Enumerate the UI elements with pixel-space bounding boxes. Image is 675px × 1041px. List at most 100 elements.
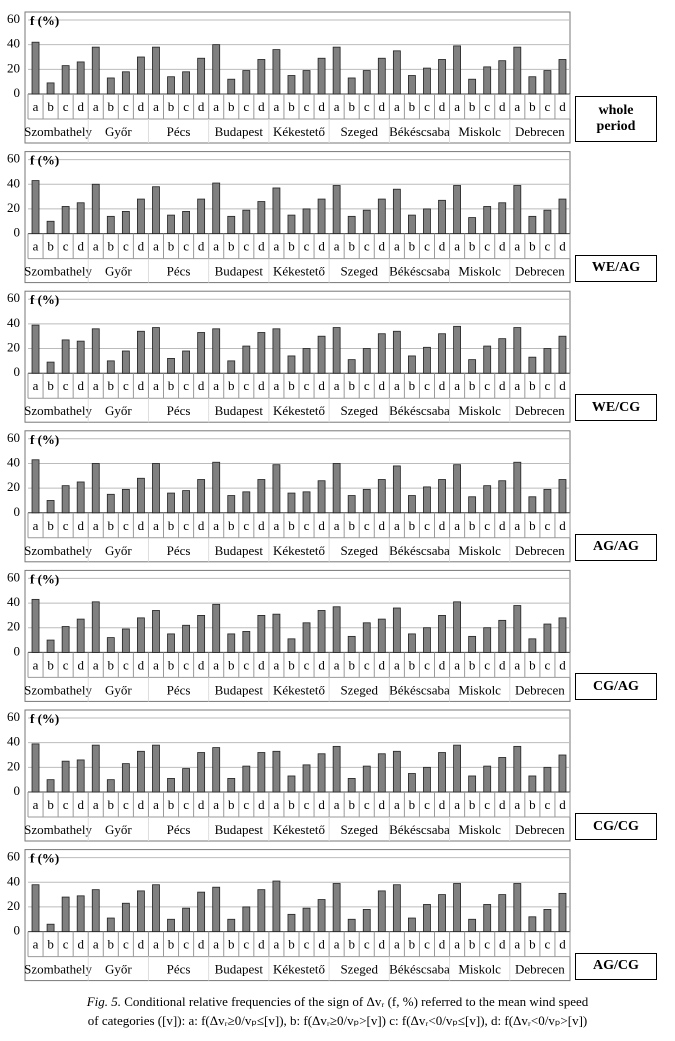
x-tick-label: b — [469, 518, 476, 533]
caption-line: of categories ([v]): a: f(Δvᵣ≥0/vₚ≤[v]),… — [87, 1013, 588, 1028]
x-tick-label: c — [304, 937, 310, 952]
y-tick-label: 0 — [14, 225, 21, 240]
x-tick-label: a — [334, 937, 340, 952]
group-label: Győr — [105, 264, 132, 279]
group-label: Debrecen — [515, 264, 565, 279]
x-tick-label: c — [304, 797, 310, 812]
x-tick-label: b — [168, 239, 175, 254]
bar — [76, 61, 85, 95]
x-tick-label: b — [47, 518, 54, 533]
x-tick-label: c — [484, 657, 490, 672]
x-tick-label: d — [318, 378, 325, 393]
x-tick-label: d — [77, 937, 84, 952]
bar — [392, 188, 401, 234]
bar — [257, 479, 266, 514]
x-tick-label: a — [514, 518, 520, 533]
x-tick-label: a — [33, 657, 39, 672]
panel-frame — [24, 849, 571, 982]
panel-frame — [24, 290, 571, 423]
x-tick-label: b — [228, 797, 235, 812]
bar — [423, 766, 431, 793]
bar — [242, 209, 251, 235]
group-label: Pécs — [167, 264, 191, 279]
x-tick-label: c — [183, 99, 189, 114]
x-tick-label: c — [545, 518, 551, 533]
bar — [182, 907, 190, 933]
bar — [362, 348, 371, 374]
x-tick-label: d — [138, 239, 145, 254]
x-tick-label: d — [379, 797, 386, 812]
group-label: Győr — [105, 403, 132, 418]
group-label: Miskolc — [458, 403, 501, 418]
bar — [167, 76, 175, 95]
bar — [347, 778, 356, 793]
x-tick-label: a — [93, 657, 99, 672]
group-label: Pécs — [167, 543, 191, 558]
bar — [513, 605, 522, 653]
x-tick-label: b — [469, 239, 476, 254]
bar — [106, 360, 115, 374]
bar — [543, 209, 552, 235]
bar — [46, 923, 55, 933]
bar — [197, 891, 206, 933]
bar — [423, 67, 431, 95]
bar — [392, 330, 401, 374]
x-tick-label: c — [424, 99, 430, 114]
group-label: Kékestető — [273, 962, 325, 977]
x-tick-label: d — [499, 657, 506, 672]
bar — [197, 479, 206, 514]
x-tick-label: d — [559, 657, 566, 672]
x-tick-label: a — [334, 239, 340, 254]
group-label: Győr — [105, 682, 132, 697]
x-tick-label: c — [243, 378, 249, 393]
x-tick-label: b — [348, 937, 355, 952]
group-label: Budapest — [215, 822, 264, 837]
x-tick-label: d — [318, 657, 325, 672]
bar — [257, 889, 266, 933]
x-tick-label: d — [499, 797, 506, 812]
y-tick-label: 20 — [7, 200, 20, 215]
x-tick-label: c — [123, 378, 129, 393]
x-tick-label: d — [138, 657, 145, 672]
x-tick-label: a — [93, 518, 99, 533]
panel-frame — [24, 11, 571, 144]
x-tick-label: a — [454, 518, 460, 533]
bar — [408, 773, 416, 793]
bar — [272, 750, 281, 793]
bar — [408, 214, 416, 235]
x-tick-label: c — [183, 937, 189, 952]
bar — [347, 77, 356, 95]
x-tick-label: d — [499, 518, 506, 533]
x-tick-label: d — [439, 378, 446, 393]
bar — [121, 902, 130, 933]
bar — [76, 340, 85, 374]
bar — [438, 615, 446, 653]
bar — [483, 206, 492, 234]
x-tick-label: a — [33, 378, 39, 393]
group-label: Debrecen — [515, 124, 565, 139]
bar — [227, 215, 236, 234]
x-tick-label: a — [274, 657, 280, 672]
bar — [212, 603, 221, 653]
x-tick-label: a — [274, 99, 280, 114]
x-tick-label: c — [243, 657, 249, 672]
bar — [332, 745, 341, 793]
y-tick-label: 60 — [7, 849, 20, 864]
x-tick-label: b — [348, 378, 355, 393]
x-tick-label: c — [243, 518, 249, 533]
y-axis-label: f (%) — [30, 851, 59, 866]
group-label: Miskolc — [458, 682, 501, 697]
bar — [392, 465, 401, 514]
bar — [362, 209, 371, 235]
bar — [558, 892, 567, 932]
x-tick-label: b — [168, 518, 175, 533]
y-axis-label: f (%) — [30, 292, 59, 307]
bar — [408, 355, 416, 374]
x-tick-label: d — [379, 657, 386, 672]
bar — [137, 890, 145, 933]
x-tick-label: b — [47, 657, 54, 672]
x-tick-label: c — [424, 657, 430, 672]
bar — [91, 744, 100, 793]
x-tick-label: c — [424, 378, 430, 393]
bar — [46, 82, 55, 95]
